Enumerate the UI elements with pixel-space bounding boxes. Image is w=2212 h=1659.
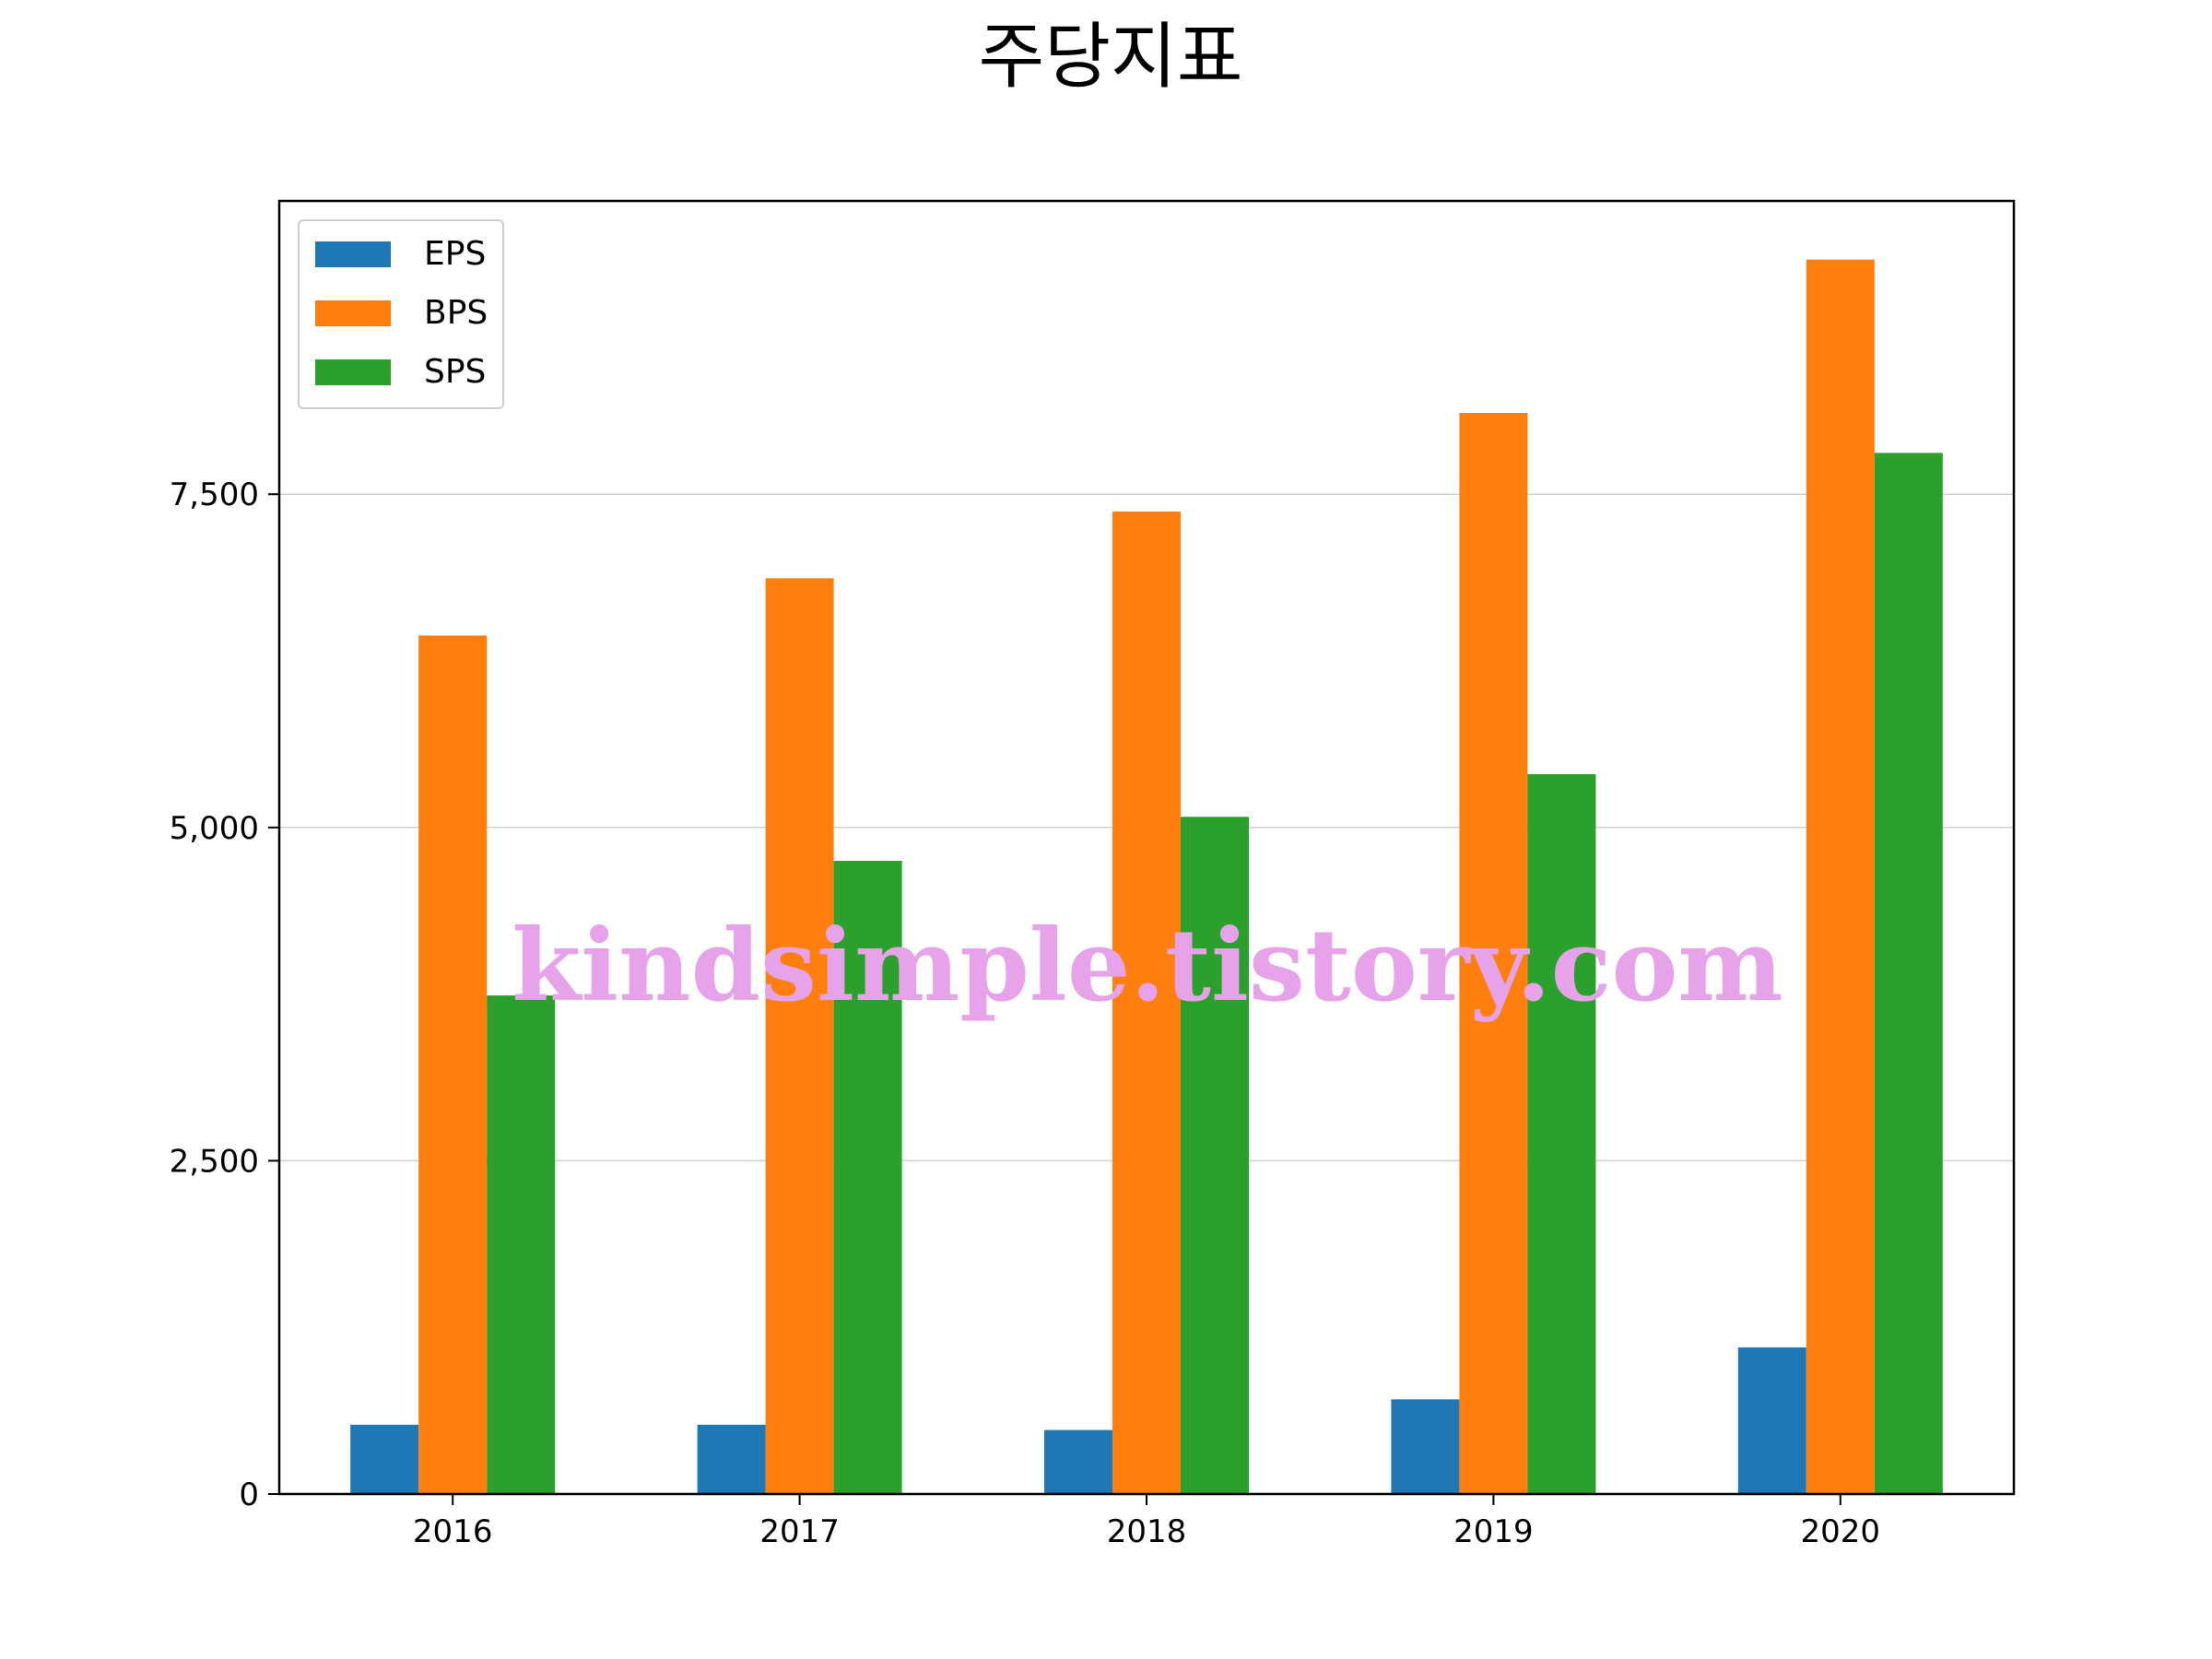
x-tick-label: 2017 — [759, 1513, 840, 1550]
y-tick-label: 7,500 — [170, 477, 259, 513]
bars — [350, 259, 1943, 1494]
bar-eps — [350, 1424, 419, 1494]
x-axis: 2016 2017 2018 2019 2020 — [413, 1494, 1880, 1550]
x-tick-label: 2016 — [413, 1513, 493, 1550]
bar-sps — [1181, 817, 1249, 1494]
bar-eps — [1391, 1399, 1460, 1494]
bar-bps — [1459, 412, 1528, 1494]
chart-title: 주당지표 — [978, 16, 1242, 99]
watermark: kindsimple.tistory.com — [512, 908, 1783, 1024]
x-tick-label: 2019 — [1453, 1513, 1534, 1550]
legend-swatch — [315, 300, 391, 326]
bar-sps — [487, 995, 556, 1494]
bar-bps — [1112, 512, 1181, 1494]
y-tick-label: 2,500 — [170, 1143, 259, 1180]
legend-label: SPS — [424, 353, 486, 391]
bar-sps — [833, 860, 902, 1494]
x-tick-label: 2020 — [1801, 1513, 1881, 1550]
legend: EPS BPS SPS — [298, 219, 504, 409]
bar-bps — [418, 635, 488, 1494]
y-axis: 0 2,500 5,000 7,500 — [170, 477, 279, 1513]
bar-eps — [1044, 1430, 1112, 1494]
y-tick-label: 5,000 — [170, 810, 259, 847]
legend-swatch — [315, 241, 391, 267]
bar-eps — [1737, 1347, 1806, 1494]
y-tick-label: 0 — [239, 1477, 259, 1513]
bar-bps — [1806, 259, 1875, 1494]
legend-swatch — [315, 359, 391, 385]
legend-label: BPS — [424, 294, 488, 332]
bar-bps — [765, 578, 834, 1494]
legend-label: EPS — [424, 235, 486, 273]
bar-eps — [697, 1424, 766, 1494]
bar-sps — [1527, 773, 1596, 1494]
x-tick-label: 2018 — [1107, 1513, 1187, 1550]
bar-sps — [1874, 453, 1943, 1494]
